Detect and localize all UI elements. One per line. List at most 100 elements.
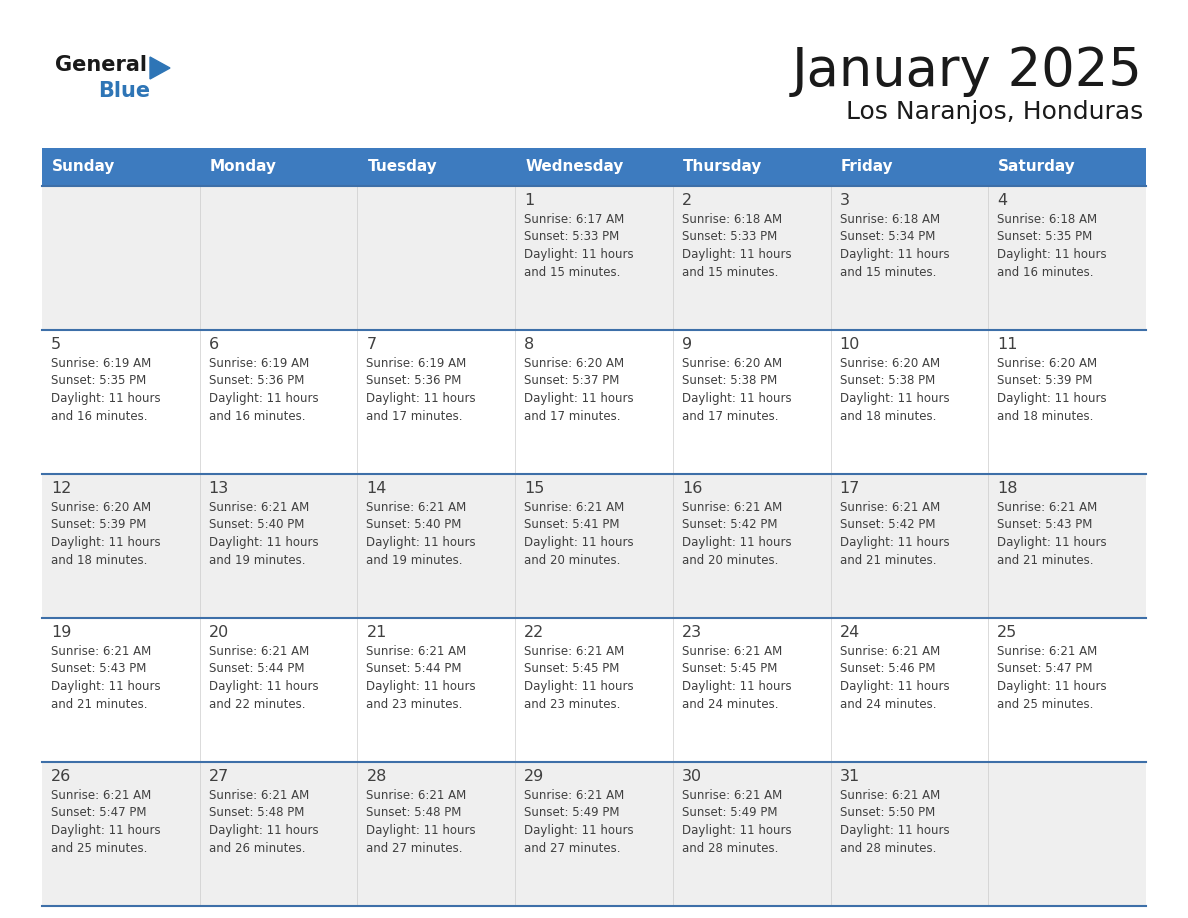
Text: Daylight: 11 hours: Daylight: 11 hours xyxy=(366,536,476,549)
Text: Sunset: 5:33 PM: Sunset: 5:33 PM xyxy=(524,230,619,243)
Text: and 20 minutes.: and 20 minutes. xyxy=(524,554,620,566)
Text: and 15 minutes.: and 15 minutes. xyxy=(524,265,620,278)
Text: Daylight: 11 hours: Daylight: 11 hours xyxy=(840,824,949,837)
Text: 16: 16 xyxy=(682,481,702,496)
Text: Daylight: 11 hours: Daylight: 11 hours xyxy=(209,824,318,837)
Text: 19: 19 xyxy=(51,625,71,640)
Text: Sunrise: 6:21 AM: Sunrise: 6:21 AM xyxy=(682,789,782,802)
Text: 11: 11 xyxy=(997,337,1018,352)
Text: and 15 minutes.: and 15 minutes. xyxy=(682,265,778,278)
Text: Monday: Monday xyxy=(210,160,277,174)
Text: and 16 minutes.: and 16 minutes. xyxy=(997,265,1094,278)
Polygon shape xyxy=(150,57,170,79)
Text: Sunset: 5:36 PM: Sunset: 5:36 PM xyxy=(366,375,462,387)
Text: 5: 5 xyxy=(51,337,61,352)
Text: Daylight: 11 hours: Daylight: 11 hours xyxy=(51,680,160,693)
Text: Daylight: 11 hours: Daylight: 11 hours xyxy=(209,680,318,693)
Text: Daylight: 11 hours: Daylight: 11 hours xyxy=(366,824,476,837)
Text: Sunrise: 6:21 AM: Sunrise: 6:21 AM xyxy=(682,501,782,514)
Text: Daylight: 11 hours: Daylight: 11 hours xyxy=(840,680,949,693)
Text: 6: 6 xyxy=(209,337,219,352)
Text: and 27 minutes.: and 27 minutes. xyxy=(366,842,463,855)
Text: Daylight: 11 hours: Daylight: 11 hours xyxy=(524,536,633,549)
Text: Sunrise: 6:21 AM: Sunrise: 6:21 AM xyxy=(366,501,467,514)
Text: Daylight: 11 hours: Daylight: 11 hours xyxy=(682,392,791,405)
Text: and 17 minutes.: and 17 minutes. xyxy=(366,409,463,422)
Bar xyxy=(830,148,988,186)
Text: and 21 minutes.: and 21 minutes. xyxy=(997,554,1094,566)
Text: Daylight: 11 hours: Daylight: 11 hours xyxy=(840,536,949,549)
Text: Sunrise: 6:21 AM: Sunrise: 6:21 AM xyxy=(997,501,1098,514)
Text: Sunset: 5:45 PM: Sunset: 5:45 PM xyxy=(524,663,619,676)
Text: 23: 23 xyxy=(682,625,702,640)
Text: Daylight: 11 hours: Daylight: 11 hours xyxy=(51,392,160,405)
Text: Sunset: 5:34 PM: Sunset: 5:34 PM xyxy=(840,230,935,243)
Text: Sunrise: 6:18 AM: Sunrise: 6:18 AM xyxy=(997,213,1098,226)
Text: Saturday: Saturday xyxy=(998,160,1076,174)
Text: and 17 minutes.: and 17 minutes. xyxy=(682,409,778,422)
Text: Sunset: 5:43 PM: Sunset: 5:43 PM xyxy=(997,519,1093,532)
Text: 27: 27 xyxy=(209,769,229,784)
Bar xyxy=(672,148,830,186)
Text: and 15 minutes.: and 15 minutes. xyxy=(840,265,936,278)
Text: Sunset: 5:40 PM: Sunset: 5:40 PM xyxy=(366,519,462,532)
Text: 24: 24 xyxy=(840,625,860,640)
Text: Sunrise: 6:20 AM: Sunrise: 6:20 AM xyxy=(51,501,151,514)
Text: Sunrise: 6:21 AM: Sunrise: 6:21 AM xyxy=(840,501,940,514)
Text: 2: 2 xyxy=(682,193,691,208)
Text: Sunset: 5:40 PM: Sunset: 5:40 PM xyxy=(209,519,304,532)
Text: and 25 minutes.: and 25 minutes. xyxy=(51,842,147,855)
Text: Sunset: 5:50 PM: Sunset: 5:50 PM xyxy=(840,807,935,820)
Text: Daylight: 11 hours: Daylight: 11 hours xyxy=(682,824,791,837)
Text: 15: 15 xyxy=(524,481,544,496)
Text: 29: 29 xyxy=(524,769,544,784)
Text: Sunset: 5:35 PM: Sunset: 5:35 PM xyxy=(51,375,146,387)
Text: 26: 26 xyxy=(51,769,71,784)
Text: Sunset: 5:44 PM: Sunset: 5:44 PM xyxy=(209,663,304,676)
Bar xyxy=(358,148,516,186)
Text: Sunset: 5:37 PM: Sunset: 5:37 PM xyxy=(524,375,619,387)
Text: Sunrise: 6:20 AM: Sunrise: 6:20 AM xyxy=(997,357,1098,370)
Text: Sunset: 5:33 PM: Sunset: 5:33 PM xyxy=(682,230,777,243)
Text: Sunrise: 6:21 AM: Sunrise: 6:21 AM xyxy=(524,789,625,802)
Bar xyxy=(42,330,1146,474)
Text: Sunset: 5:38 PM: Sunset: 5:38 PM xyxy=(682,375,777,387)
Text: 31: 31 xyxy=(840,769,860,784)
Text: Sunrise: 6:18 AM: Sunrise: 6:18 AM xyxy=(682,213,782,226)
Text: Daylight: 11 hours: Daylight: 11 hours xyxy=(209,536,318,549)
Text: Sunrise: 6:21 AM: Sunrise: 6:21 AM xyxy=(840,645,940,658)
Text: Daylight: 11 hours: Daylight: 11 hours xyxy=(840,392,949,405)
Text: Blue: Blue xyxy=(97,81,150,101)
Text: 9: 9 xyxy=(682,337,691,352)
Text: Sunset: 5:39 PM: Sunset: 5:39 PM xyxy=(997,375,1093,387)
Bar xyxy=(42,474,1146,618)
Text: 28: 28 xyxy=(366,769,387,784)
Text: Sunrise: 6:21 AM: Sunrise: 6:21 AM xyxy=(51,645,151,658)
Text: and 28 minutes.: and 28 minutes. xyxy=(682,842,778,855)
Text: Tuesday: Tuesday xyxy=(367,160,437,174)
Text: and 18 minutes.: and 18 minutes. xyxy=(51,554,147,566)
Text: Sunset: 5:47 PM: Sunset: 5:47 PM xyxy=(51,807,146,820)
Text: Daylight: 11 hours: Daylight: 11 hours xyxy=(997,392,1107,405)
Text: and 21 minutes.: and 21 minutes. xyxy=(840,554,936,566)
Text: Sunset: 5:43 PM: Sunset: 5:43 PM xyxy=(51,663,146,676)
Text: Sunrise: 6:19 AM: Sunrise: 6:19 AM xyxy=(209,357,309,370)
Text: 22: 22 xyxy=(524,625,544,640)
Text: Daylight: 11 hours: Daylight: 11 hours xyxy=(524,392,633,405)
Text: and 17 minutes.: and 17 minutes. xyxy=(524,409,620,422)
Text: Daylight: 11 hours: Daylight: 11 hours xyxy=(524,248,633,261)
Text: Sunrise: 6:21 AM: Sunrise: 6:21 AM xyxy=(366,645,467,658)
Text: Sunrise: 6:21 AM: Sunrise: 6:21 AM xyxy=(209,789,309,802)
Text: Sunrise: 6:17 AM: Sunrise: 6:17 AM xyxy=(524,213,625,226)
Text: Daylight: 11 hours: Daylight: 11 hours xyxy=(682,680,791,693)
Text: and 24 minutes.: and 24 minutes. xyxy=(840,698,936,711)
Text: Sunset: 5:42 PM: Sunset: 5:42 PM xyxy=(682,519,777,532)
Bar xyxy=(516,148,672,186)
Text: and 16 minutes.: and 16 minutes. xyxy=(51,409,147,422)
Text: Los Naranjos, Honduras: Los Naranjos, Honduras xyxy=(846,100,1143,124)
Text: Sunset: 5:46 PM: Sunset: 5:46 PM xyxy=(840,663,935,676)
Text: Sunrise: 6:19 AM: Sunrise: 6:19 AM xyxy=(366,357,467,370)
Text: 17: 17 xyxy=(840,481,860,496)
Text: Sunrise: 6:21 AM: Sunrise: 6:21 AM xyxy=(840,789,940,802)
Text: 4: 4 xyxy=(997,193,1007,208)
